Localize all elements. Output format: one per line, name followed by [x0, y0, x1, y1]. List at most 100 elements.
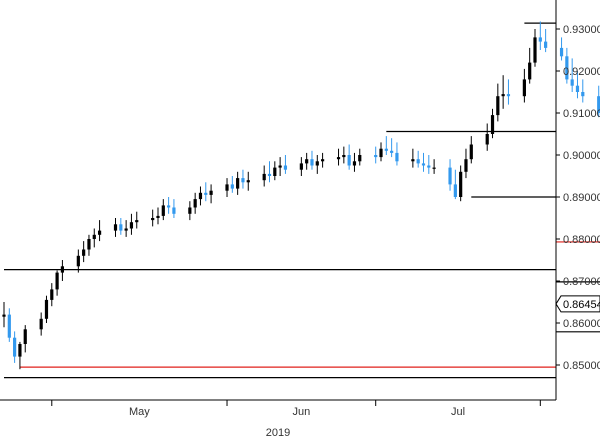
candle-body: [321, 159, 325, 162]
candle-body: [2, 314, 6, 317]
y-tick-label: 0.85000: [563, 360, 600, 372]
candle-body: [156, 215, 160, 218]
horizontal-levels: [4, 22, 600, 379]
candle-body: [411, 159, 415, 162]
candle-body: [60, 266, 65, 273]
candle-body: [581, 92, 585, 97]
candle-body: [358, 155, 362, 162]
candle-body: [299, 163, 303, 170]
candle-body: [87, 239, 91, 250]
y-tick-label: 0.92000: [563, 66, 600, 78]
candle-body: [188, 207, 192, 214]
candle-body: [384, 148, 388, 151]
last-price-marker: 0.86454: [555, 295, 600, 313]
candle-body: [262, 173, 266, 181]
x-axis: MayJunJulAugSepOct: [0, 399, 556, 418]
candle-body: [193, 199, 197, 208]
candle-body: [273, 167, 277, 176]
candle-body: [172, 207, 176, 214]
candle-body: [565, 56, 569, 80]
last-price-label: 0.86454: [563, 299, 600, 311]
candle-body: [18, 344, 22, 357]
x-tick-label: May: [129, 406, 150, 418]
candle-body: [416, 159, 420, 164]
candle-body: [342, 155, 346, 158]
candle-body: [490, 115, 495, 134]
candle-body: [7, 314, 11, 338]
candle-body: [225, 184, 229, 191]
candle-body: [427, 165, 431, 168]
candle-body: [347, 155, 351, 166]
candle-body: [92, 234, 96, 239]
candle-body: [453, 184, 457, 197]
y-tick-label: 0.91000: [563, 108, 600, 120]
y-tick-label: 0.90000: [563, 150, 600, 162]
candle-body: [464, 159, 468, 172]
candle-body: [167, 205, 171, 208]
candle-body: [522, 79, 526, 97]
candle-body: [267, 173, 272, 176]
candle-body: [198, 192, 203, 200]
candle-body: [151, 218, 155, 221]
y-tick-label: 0.88000: [563, 234, 600, 246]
x-tick-label: Jun: [292, 406, 310, 418]
candle-body: [352, 161, 357, 166]
candle-body: [395, 152, 399, 162]
candle-body: [448, 167, 452, 185]
candle-body: [485, 134, 489, 145]
candle-body: [135, 220, 139, 223]
x-tick-label: Jul: [451, 406, 465, 418]
candle-body: [570, 79, 574, 86]
candle-body: [506, 94, 511, 97]
last-price-box: [555, 295, 600, 313]
candle-body: [336, 157, 341, 160]
candle-body: [421, 163, 426, 166]
candle-body: [55, 272, 59, 290]
x-axis-year-label: 2019: [266, 427, 290, 439]
candle-body: [597, 96, 600, 113]
candle-body: [283, 165, 288, 170]
candles: [2, 21, 600, 370]
candle-body: [13, 337, 17, 357]
candle-body: [230, 184, 234, 189]
candle-body: [23, 329, 27, 344]
candle-body: [390, 150, 394, 153]
candle-body: [241, 178, 245, 183]
candle-body: [82, 249, 86, 256]
candle-body: [528, 62, 532, 80]
candle-body: [204, 192, 208, 195]
candle-body: [39, 318, 43, 330]
candle-body: [161, 205, 165, 216]
candle-body: [50, 289, 54, 300]
candle-body: [129, 222, 134, 229]
y-tick-label: 0.89000: [563, 192, 600, 204]
candle-body: [379, 148, 383, 158]
candle-body: [459, 171, 463, 197]
candle-body: [236, 178, 240, 189]
candle-body: [310, 159, 314, 166]
candle-body: [538, 37, 542, 42]
candle-body: [533, 37, 537, 63]
candle-body: [124, 228, 128, 231]
candle-body: [278, 165, 282, 168]
candle-body: [544, 41, 548, 48]
candle-body: [432, 167, 436, 169]
candle-body: [501, 94, 505, 97]
candle-body: [246, 180, 250, 183]
candle-body: [76, 255, 80, 267]
candle-body: [305, 159, 309, 164]
candle-body: [97, 230, 102, 235]
candle-body: [44, 299, 49, 319]
candle-body: [496, 96, 500, 116]
candle-body: [575, 85, 580, 92]
y-axis: 0.85000 0.86000 0.87000 0.88000 0.89000 0.900…: [555, 0, 600, 400]
candle-body: [469, 144, 473, 160]
y-tick-label: 0.86000: [563, 318, 600, 330]
candle-body: [113, 224, 118, 231]
candle-body: [119, 224, 123, 231]
y-tick-label: 0.87000: [563, 276, 600, 288]
candle-body: [559, 47, 564, 57]
candle-body: [209, 190, 213, 195]
candle-body: [315, 161, 319, 166]
